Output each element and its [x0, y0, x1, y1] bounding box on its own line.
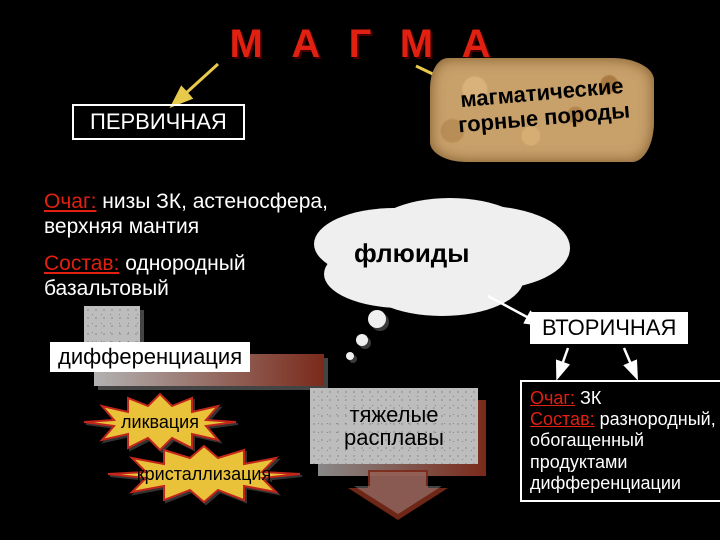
differentiation-box: дифференциация [50, 342, 250, 372]
ochag-label: Очаг: [44, 190, 96, 213]
big-down-arrow-icon [348, 470, 448, 526]
primary-box: ПЕРВИЧНАЯ [72, 104, 245, 140]
starburst-kristallizaciya: кристаллизация [104, 444, 304, 504]
sostav-block: Состав: однородный базальтовый [44, 252, 324, 302]
sostav-label: Состав: [44, 252, 119, 275]
starburst-likvaciya: ликвация [80, 392, 240, 452]
diagram-root: М А Г М А магматические горные породы ПЕ… [0, 0, 720, 540]
cloud-fluids: флюиды [330, 210, 510, 302]
secondary-box: ВТОРИЧНАЯ [530, 312, 688, 344]
secondary-description: Очаг: ЗК Состав: разнородный, обогащенны… [520, 380, 720, 502]
cloud-label: флюиды [354, 238, 470, 269]
sec-ochag-label: Очаг: [530, 388, 575, 408]
heavy-line2: расплавы [344, 426, 444, 449]
title-letter: М [230, 22, 263, 67]
title-letter: Г [349, 22, 372, 67]
ochag-block: Очаг: низы ЗК, астеносфера, верхняя мант… [44, 190, 344, 240]
differentiation-label: дифференциация [58, 344, 242, 369]
sec-ochag-text: ЗК [575, 388, 601, 408]
heavy-line1: тяжелые [344, 403, 444, 426]
cloud-dot-icon [368, 310, 386, 328]
cloud-dot-icon [356, 334, 368, 346]
burst1-label: ликвация [121, 412, 199, 432]
heavy-melts-box: тяжелые расплавы [310, 388, 478, 464]
secondary-label: ВТОРИЧНАЯ [542, 315, 676, 340]
cloud-dot-icon [346, 352, 354, 360]
sec-sostav-label: Состав: [530, 409, 595, 429]
primary-label: ПЕРВИЧНАЯ [90, 109, 227, 134]
burst2-label: кристаллизация [137, 464, 271, 484]
paper-note: магматические горные породы [430, 58, 654, 162]
title-letter: А [291, 22, 320, 67]
